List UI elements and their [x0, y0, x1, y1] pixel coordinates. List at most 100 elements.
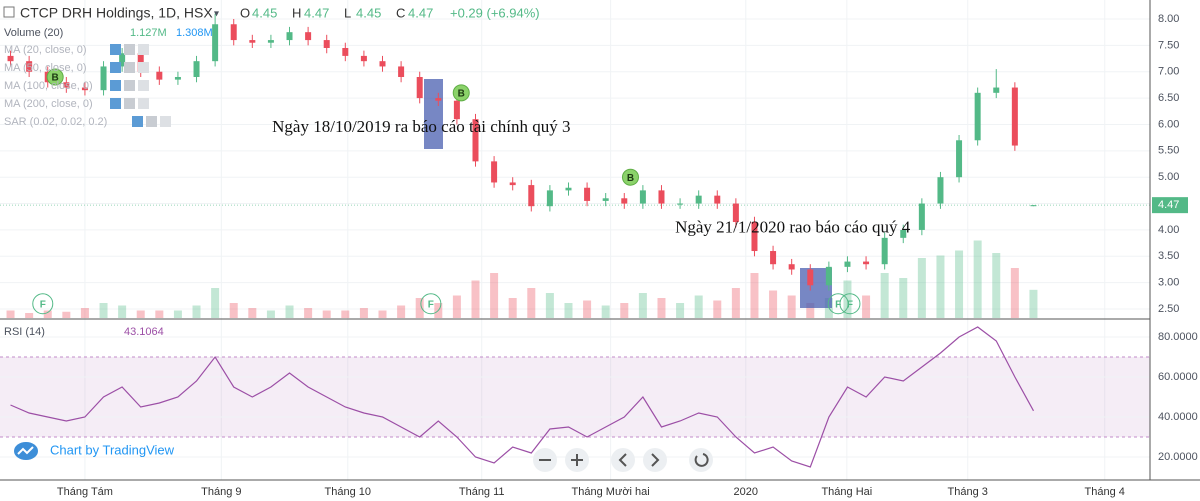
ohlc-label: C [396, 5, 405, 20]
ohlc-label: H [292, 5, 301, 20]
volume-bar [25, 313, 34, 318]
rsi-label: RSI (14) [4, 326, 45, 338]
candle-body [379, 61, 386, 67]
volume-bar [508, 298, 517, 318]
remove-button[interactable] [138, 80, 149, 91]
candle-body [26, 61, 33, 72]
candle-body [695, 195, 702, 204]
candle-body [230, 24, 237, 41]
scroll-left-button[interactable] [611, 448, 635, 472]
candle-body [249, 40, 256, 43]
candle-body [81, 87, 88, 91]
candle-body [546, 190, 553, 207]
zoom-in-icon [571, 454, 583, 466]
tv-logo[interactable] [14, 442, 38, 460]
reset-button[interactable] [689, 448, 713, 472]
y-tick-label: 5.50 [1158, 145, 1179, 157]
signal-marker [452, 84, 470, 102]
candle-body [435, 98, 442, 101]
remove-button[interactable] [138, 98, 149, 109]
settings-button[interactable] [124, 62, 135, 73]
candle-body [788, 264, 795, 270]
settings-button[interactable] [124, 98, 135, 109]
volume-bar [266, 310, 275, 318]
visibility-button[interactable] [110, 98, 121, 109]
volume-bar [899, 278, 908, 318]
signal-label: F [40, 299, 46, 310]
candle-body [844, 261, 851, 267]
indicator-label: MA (20, close, 0) [4, 44, 87, 56]
visibility-button[interactable] [110, 62, 121, 73]
signal-marker [32, 293, 54, 315]
volume-bar [694, 295, 703, 318]
settings-button[interactable] [124, 80, 135, 91]
visibility-button[interactable] [110, 44, 121, 55]
settings-button[interactable] [124, 44, 135, 55]
y-tick-label: 8.00 [1158, 13, 1179, 25]
volume-bar [564, 303, 573, 318]
candle-body [267, 40, 274, 43]
volume-bar [676, 303, 685, 318]
signal-marker [827, 293, 849, 315]
y-tick-label: 5.00 [1158, 171, 1179, 183]
volume-bar [862, 295, 871, 318]
candle-body [472, 119, 479, 162]
candle-body [714, 195, 721, 204]
y-tick-label: 2.50 [1158, 303, 1179, 315]
signal-label: B [627, 173, 634, 184]
candle-body [602, 198, 609, 201]
collapse-icon[interactable] [3, 6, 15, 18]
candle-body [937, 177, 944, 204]
y-tick-label: 4.00 [1158, 224, 1179, 236]
volume-bar [359, 308, 368, 318]
remove-button[interactable] [160, 116, 171, 127]
volume-bar [341, 310, 350, 318]
volume-bar [806, 303, 815, 318]
change: +0.29 (+6.94%) [450, 5, 540, 20]
dropdown-icon[interactable]: ▾ [214, 9, 219, 20]
rsi-value: 43.1064 [124, 326, 164, 338]
x-tick-label: Tháng 11 [459, 486, 505, 498]
rsi-tick-label: 80.0000 [1158, 331, 1198, 343]
candle-body [900, 229, 907, 238]
scroll-right-button[interactable] [643, 448, 667, 472]
signal-marker [46, 68, 64, 86]
remove-button[interactable] [138, 44, 149, 55]
volume-bar [322, 310, 331, 318]
y-tick-label: 6.00 [1158, 118, 1179, 130]
visibility-button[interactable] [110, 80, 121, 91]
scroll-left-icon [618, 453, 627, 467]
branding[interactable]: Chart by TradingView [50, 442, 175, 457]
visibility-button[interactable] [132, 116, 143, 127]
volume-bar [378, 310, 387, 318]
ohlc-label: L [344, 5, 351, 20]
volume-bar [229, 303, 238, 318]
candle-body [751, 222, 758, 252]
candle-body [1011, 87, 1018, 146]
signal-marker [420, 293, 442, 315]
volume-bar [452, 295, 461, 318]
candle-body [677, 203, 684, 205]
candle-body [398, 66, 405, 77]
volume-bar [750, 273, 759, 318]
candle-body [565, 187, 572, 191]
volume-bar [527, 288, 536, 318]
reset-icon [694, 453, 709, 467]
volume-bar [583, 300, 592, 318]
volume-bar [304, 308, 313, 318]
candle-body [1030, 205, 1037, 207]
volume-bar [1010, 268, 1019, 318]
x-tick-label: Tháng Hai [821, 486, 872, 498]
ohlc-value: 4.47 [408, 5, 433, 20]
candle-body [881, 237, 888, 265]
x-tick-label: Tháng Mười hai [572, 486, 650, 498]
rsi-tick-label: 60.0000 [1158, 371, 1198, 383]
volume-bar [490, 273, 499, 318]
remove-button[interactable] [138, 62, 149, 73]
y-tick-label: 7.50 [1158, 39, 1179, 51]
indicator-label: MA (100, close, 0) [4, 80, 93, 92]
y-tick-label: 7.00 [1158, 66, 1179, 78]
settings-button[interactable] [146, 116, 157, 127]
